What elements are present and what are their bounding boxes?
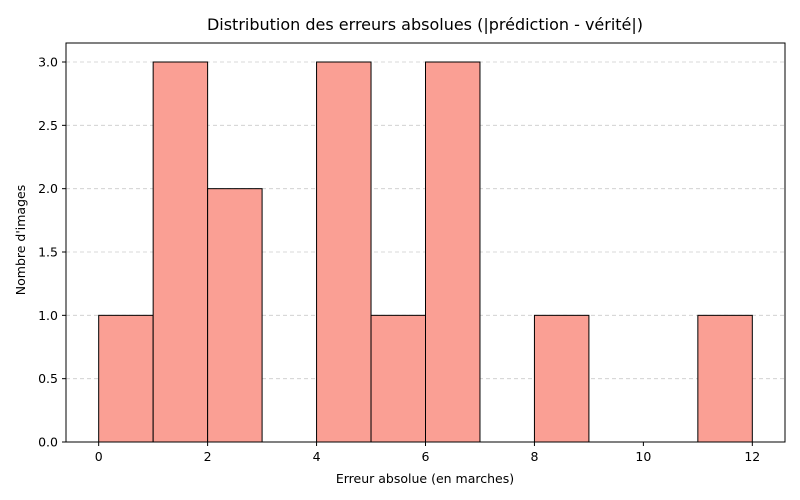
histogram-bar — [370, 314, 426, 443]
histogram-bar — [316, 61, 372, 443]
y-tick-label: 1.5 — [38, 245, 58, 260]
x-tick-label: 0 — [95, 449, 103, 464]
x-tick-label: 4 — [313, 449, 321, 464]
histogram-bar — [533, 314, 590, 443]
histogram-bar — [425, 61, 481, 443]
y-tick-label: 0.0 — [38, 435, 58, 450]
y-tick-label: 1.0 — [38, 308, 58, 323]
y-tick-label: 3.0 — [38, 55, 58, 70]
y-tick-label: 2.5 — [38, 118, 58, 133]
bars — [98, 61, 753, 443]
y-tick-label: 2.0 — [38, 181, 58, 196]
x-tick-label: 8 — [530, 449, 538, 464]
chart-title: Distribution des erreurs absolues (|préd… — [207, 15, 643, 34]
x-axis-label: Erreur absolue (en marches) — [336, 471, 514, 486]
y-tick-label: 0.5 — [38, 371, 58, 386]
y-axis-label: Nombre d'images — [13, 185, 28, 295]
ticks: 0 2 4 6 8 10 12 0.0 0.5 1.0 1.5 2.0 2.5 3.0 — [38, 55, 760, 465]
histogram-bar — [207, 188, 263, 443]
x-tick-label: 10 — [635, 449, 651, 464]
histogram-bar — [98, 314, 154, 443]
x-tick-label: 2 — [204, 449, 212, 464]
x-tick-label: 12 — [744, 449, 760, 464]
histogram-bar — [697, 314, 753, 443]
x-tick-label: 6 — [422, 449, 430, 464]
histogram-bar — [152, 61, 209, 443]
